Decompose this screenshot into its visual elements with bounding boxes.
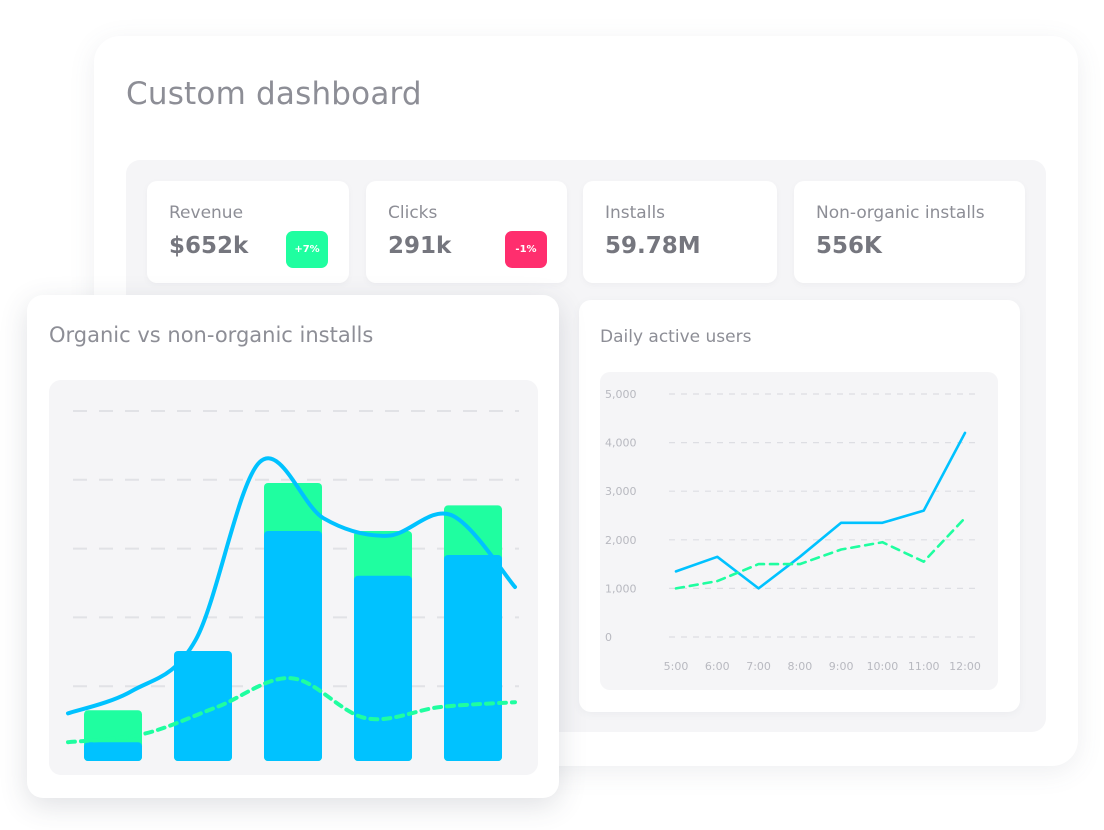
organic-installs-card: Organic vs non-organic installs xyxy=(27,295,559,798)
kpi-label: Revenue xyxy=(169,203,244,223)
x-tick-label: 7:00 xyxy=(746,660,771,673)
y-tick-label: 1,000 xyxy=(605,582,637,595)
daily-active-users-chart: 0 1,000 2,000 3,000 4,000 5,000 5:00 6:00 7:00 8:… xyxy=(605,388,981,673)
series-line-solid xyxy=(674,431,967,590)
x-tick-label: 9:00 xyxy=(829,660,854,673)
kpi-label: Installs xyxy=(605,203,666,223)
trend-line-organic xyxy=(66,456,517,716)
bar-organic xyxy=(84,742,142,761)
bar-organic xyxy=(174,651,232,761)
bar-organic xyxy=(264,531,322,761)
organic-installs-plot xyxy=(49,380,538,775)
kpi-card-clicks[interactable]: Clicks 291k -1% xyxy=(366,181,567,283)
chart-title: Organic vs non-organic installs xyxy=(49,323,374,347)
kpi-label: Clicks xyxy=(388,203,438,223)
series-line-dashed xyxy=(674,516,967,590)
daily-active-users-plot: 0 1,000 2,000 3,000 4,000 5,000 5:00 6:00 7:00 8:… xyxy=(600,372,998,690)
x-tick-label: 12:00 xyxy=(949,660,981,673)
organic-installs-chart xyxy=(66,410,519,761)
x-tick-label: 5:00 xyxy=(664,660,689,673)
dashboard-title: Custom dashboard xyxy=(126,76,422,112)
kpi-value: 556K xyxy=(816,233,882,259)
kpi-badge-negative: -1% xyxy=(505,231,547,268)
y-tick-label: 3,000 xyxy=(605,485,637,498)
y-tick-label: 5,000 xyxy=(605,388,637,401)
x-tick-label: 8:00 xyxy=(788,660,813,673)
y-tick-label: 0 xyxy=(605,631,612,644)
x-tick-label: 11:00 xyxy=(908,660,940,673)
y-tick-label: 2,000 xyxy=(605,534,637,547)
x-tick-label: 6:00 xyxy=(705,660,730,673)
x-tick-label: 10:00 xyxy=(867,660,899,673)
kpi-label: Non-organic installs xyxy=(816,203,985,223)
trend-line-non-organic xyxy=(66,676,517,745)
chart-title: Daily active users xyxy=(600,327,752,347)
kpi-card-installs[interactable]: Installs 59.78M xyxy=(583,181,777,283)
y-tick-label: 4,000 xyxy=(605,437,637,450)
kpi-value: $652k xyxy=(169,233,249,259)
bar-organic xyxy=(444,555,502,761)
bar-organic xyxy=(354,575,412,761)
kpi-value: 59.78M xyxy=(605,233,701,259)
kpi-badge-positive: +7% xyxy=(286,231,328,268)
kpi-card-revenue[interactable]: Revenue $652k +7% xyxy=(147,181,349,283)
kpi-value: 291k xyxy=(388,233,452,259)
kpi-card-non-organic-installs[interactable]: Non-organic installs 556K xyxy=(794,181,1025,283)
daily-active-users-card: Daily active users 0 1,000 2,000 3,000 4,000… xyxy=(579,300,1020,712)
